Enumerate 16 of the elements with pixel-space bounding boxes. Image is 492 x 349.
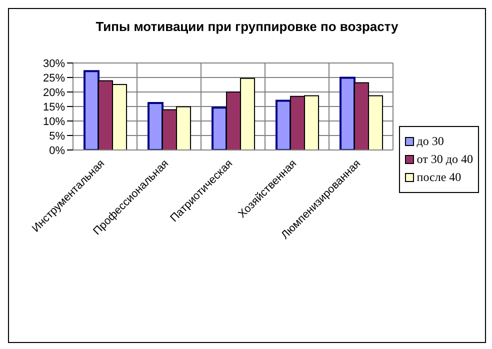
bar bbox=[276, 100, 292, 150]
bar bbox=[340, 76, 356, 150]
bar bbox=[212, 106, 228, 150]
legend-label: после 40 bbox=[416, 170, 462, 185]
y-tick-label: 15% bbox=[42, 101, 66, 114]
bar bbox=[84, 70, 100, 150]
y-tick-label: 30% bbox=[42, 58, 66, 70]
y-tick-label: 5% bbox=[49, 130, 66, 142]
bar bbox=[148, 102, 164, 150]
legend-label: от 30 до 40 bbox=[416, 152, 473, 167]
y-tick-label: 0% bbox=[49, 144, 66, 157]
legend-label: до 30 bbox=[416, 134, 444, 149]
y-tick-label: 10% bbox=[42, 116, 66, 128]
y-tick-label: 25% bbox=[42, 72, 66, 84]
y-tick-label: 20% bbox=[42, 86, 66, 99]
chart-title: Типы мотивации при группировке по возрасту bbox=[94, 19, 400, 34]
